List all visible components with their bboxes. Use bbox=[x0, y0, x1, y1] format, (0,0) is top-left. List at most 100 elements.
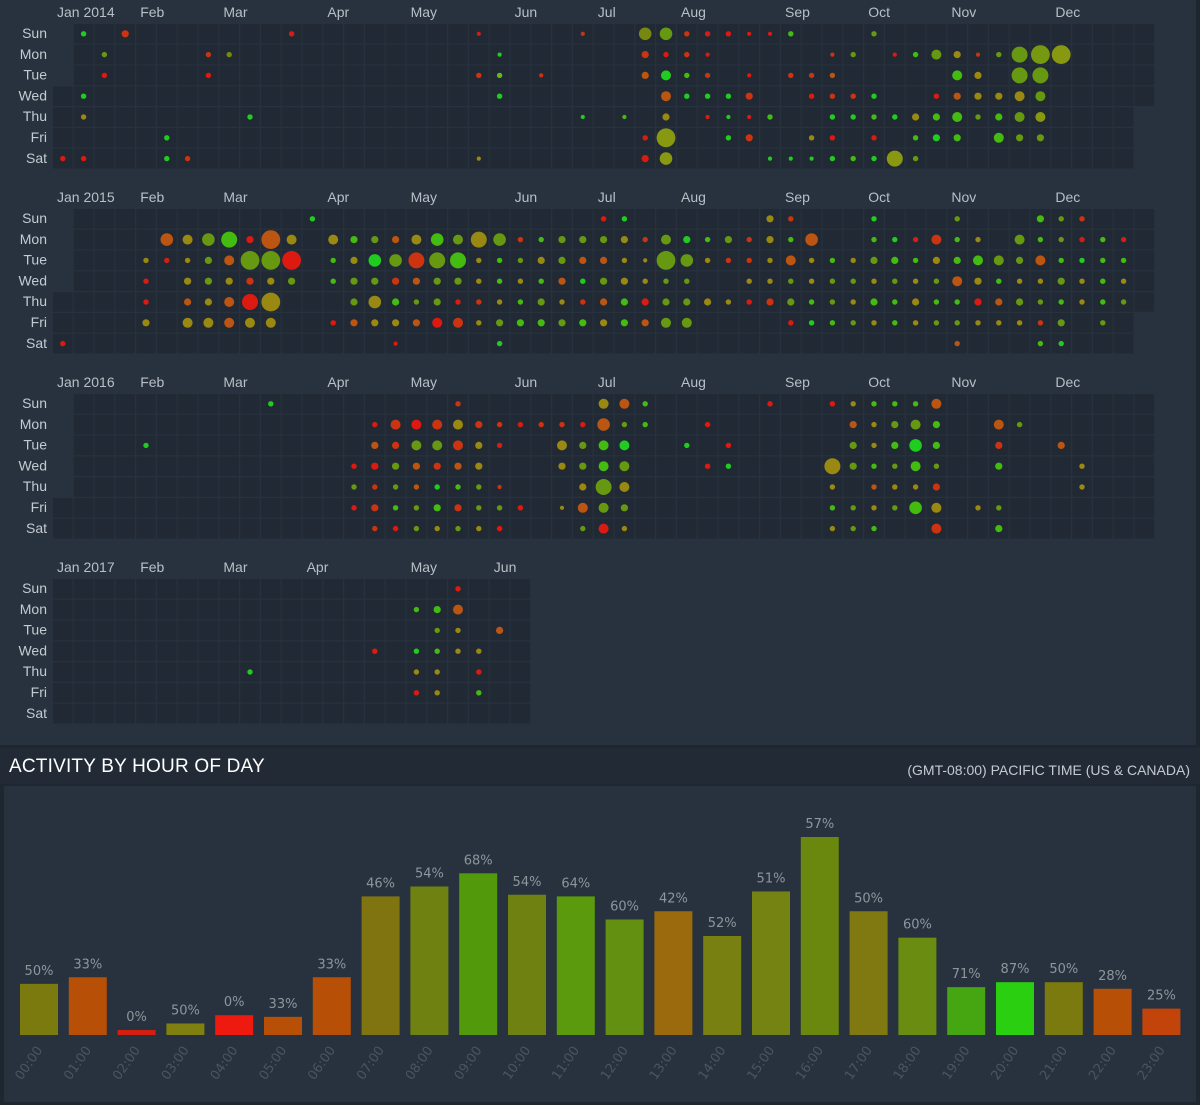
bar-value-label: 87% bbox=[1001, 962, 1030, 977]
month-label: Feb bbox=[140, 4, 164, 20]
day-cell bbox=[94, 209, 115, 229]
activity-dot bbox=[1037, 340, 1044, 347]
day-cell bbox=[635, 518, 655, 539]
day-cell bbox=[822, 414, 843, 435]
day-cell bbox=[94, 107, 115, 127]
day-cell bbox=[1030, 456, 1051, 476]
day-cell bbox=[697, 518, 718, 539]
bar-value-label: 46% bbox=[366, 876, 395, 891]
activity-dot bbox=[661, 91, 671, 102]
day-cell bbox=[53, 683, 73, 703]
activity-dot bbox=[620, 236, 629, 244]
day-cell bbox=[94, 128, 115, 148]
day-cell bbox=[302, 128, 323, 148]
activity-dot bbox=[1035, 91, 1046, 102]
activity-dot bbox=[829, 257, 836, 264]
activity-dot bbox=[912, 278, 919, 284]
activity-dot bbox=[164, 155, 170, 162]
activity-dot bbox=[931, 49, 942, 60]
day-cell bbox=[302, 518, 323, 539]
day-cell bbox=[427, 333, 447, 354]
day-cell bbox=[281, 662, 302, 682]
day-cell bbox=[261, 518, 281, 539]
day-cell bbox=[177, 703, 198, 724]
day-cell bbox=[635, 209, 655, 229]
day-cell bbox=[1072, 333, 1092, 354]
day-cell bbox=[240, 414, 260, 435]
day-cell bbox=[1009, 498, 1030, 518]
day-cell bbox=[697, 209, 718, 229]
day-cell bbox=[427, 579, 447, 599]
day-cell bbox=[635, 477, 655, 497]
activity-dot bbox=[1100, 236, 1106, 243]
weekday-label: Tue bbox=[23, 437, 47, 453]
day-cell bbox=[593, 86, 614, 106]
day-cell bbox=[448, 24, 468, 44]
day-cell bbox=[801, 24, 822, 44]
activity-dot bbox=[1058, 216, 1064, 222]
activity-dot bbox=[745, 134, 753, 142]
day-cell bbox=[989, 477, 1009, 497]
day-cell bbox=[406, 86, 427, 106]
day-cell bbox=[885, 518, 905, 539]
day-cell bbox=[240, 128, 260, 148]
activity-dot bbox=[725, 93, 732, 99]
month-label: May bbox=[411, 559, 437, 575]
hour-bar bbox=[215, 1015, 254, 1035]
day-cell bbox=[1072, 313, 1092, 333]
day-cell bbox=[989, 333, 1009, 354]
day-cell bbox=[739, 313, 759, 333]
activity-dot bbox=[265, 317, 276, 328]
hour-bar bbox=[605, 919, 644, 1035]
day-cell bbox=[635, 107, 655, 127]
activity-dot bbox=[931, 523, 942, 534]
day-cell bbox=[177, 107, 198, 127]
activity-dot bbox=[952, 70, 963, 81]
day-cell bbox=[1093, 498, 1113, 518]
activity-dot bbox=[455, 586, 461, 592]
day-cell bbox=[136, 148, 156, 169]
activity-dot bbox=[659, 152, 673, 165]
day-cell bbox=[677, 518, 697, 539]
day-cell bbox=[427, 209, 447, 229]
activity-dot bbox=[455, 627, 461, 634]
day-cell bbox=[406, 107, 427, 127]
day-cell bbox=[968, 148, 988, 169]
activity-dot bbox=[80, 155, 87, 162]
day-cell bbox=[1093, 414, 1113, 435]
day-cell bbox=[1072, 435, 1092, 456]
day-cell bbox=[1113, 148, 1134, 169]
activity-dot bbox=[892, 320, 898, 326]
day-cell bbox=[926, 148, 947, 169]
day-cell bbox=[1072, 107, 1092, 127]
day-cell bbox=[739, 414, 759, 435]
activity-dot bbox=[580, 114, 585, 120]
month-label: Aug bbox=[681, 189, 706, 205]
day-cell bbox=[115, 620, 135, 641]
day-cell bbox=[510, 599, 531, 620]
day-cell bbox=[968, 435, 988, 456]
day-cell bbox=[448, 209, 468, 229]
activity-dot bbox=[1036, 215, 1044, 223]
activity-dot bbox=[829, 505, 836, 511]
day-cell bbox=[323, 518, 343, 539]
day-cell bbox=[198, 662, 219, 682]
activity-dot bbox=[246, 236, 254, 244]
day-cell bbox=[531, 456, 551, 476]
bar-value-label: 50% bbox=[171, 1003, 200, 1018]
day-cell bbox=[281, 313, 302, 333]
day-cell bbox=[1009, 333, 1030, 354]
day-cell bbox=[157, 292, 177, 312]
day-cell bbox=[989, 148, 1009, 169]
day-cell bbox=[781, 456, 801, 476]
day-cell bbox=[281, 456, 302, 476]
bar-value-label: 71% bbox=[952, 967, 981, 982]
day-cell bbox=[198, 24, 219, 44]
day-cell bbox=[136, 477, 156, 497]
day-cell bbox=[302, 579, 323, 599]
day-cell bbox=[801, 333, 822, 354]
day-cell bbox=[302, 148, 323, 169]
activity-dot bbox=[205, 72, 212, 79]
activity-dot bbox=[390, 419, 401, 430]
day-cell bbox=[53, 518, 73, 539]
